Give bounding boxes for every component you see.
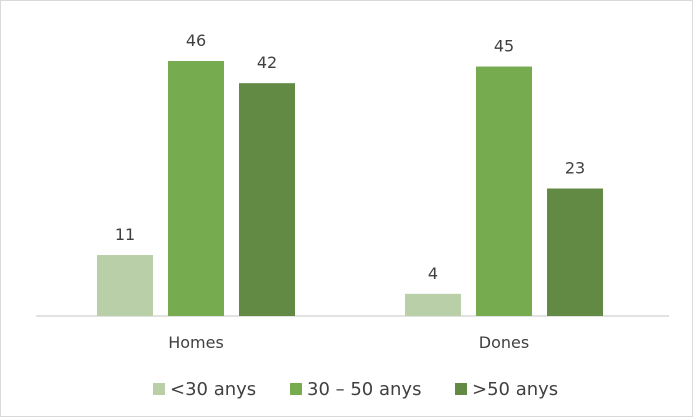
legend-label-1: <30 anys: [170, 379, 256, 400]
bar-homes-series-2: [168, 61, 224, 316]
data-label-homes-series-2: 46: [186, 31, 206, 50]
legend-swatch-3: [455, 383, 467, 395]
bar-homes-series-1: [97, 255, 153, 316]
data-label-homes-series-1: 11: [115, 225, 135, 244]
bar-dones-series-1: [405, 293, 461, 316]
legend-label-2: 30 – 50 anys: [307, 379, 421, 400]
bar-dones-series-3: [547, 188, 603, 316]
legend-swatch-2: [290, 383, 302, 395]
data-label-dones-series-3: 23: [565, 159, 585, 178]
bar-homes-series-3: [239, 83, 295, 316]
data-label-dones-series-1: 4: [428, 264, 438, 283]
data-label-dones-series-2: 45: [494, 37, 514, 56]
bar-dones-series-2: [476, 66, 532, 316]
category-label-homes: Homes: [168, 333, 224, 352]
category-label-dones: Dones: [479, 333, 529, 352]
legend-swatch-1: [153, 383, 165, 395]
legend-label-3: >50 anys: [472, 379, 558, 400]
data-label-homes-series-3: 42: [257, 53, 277, 72]
